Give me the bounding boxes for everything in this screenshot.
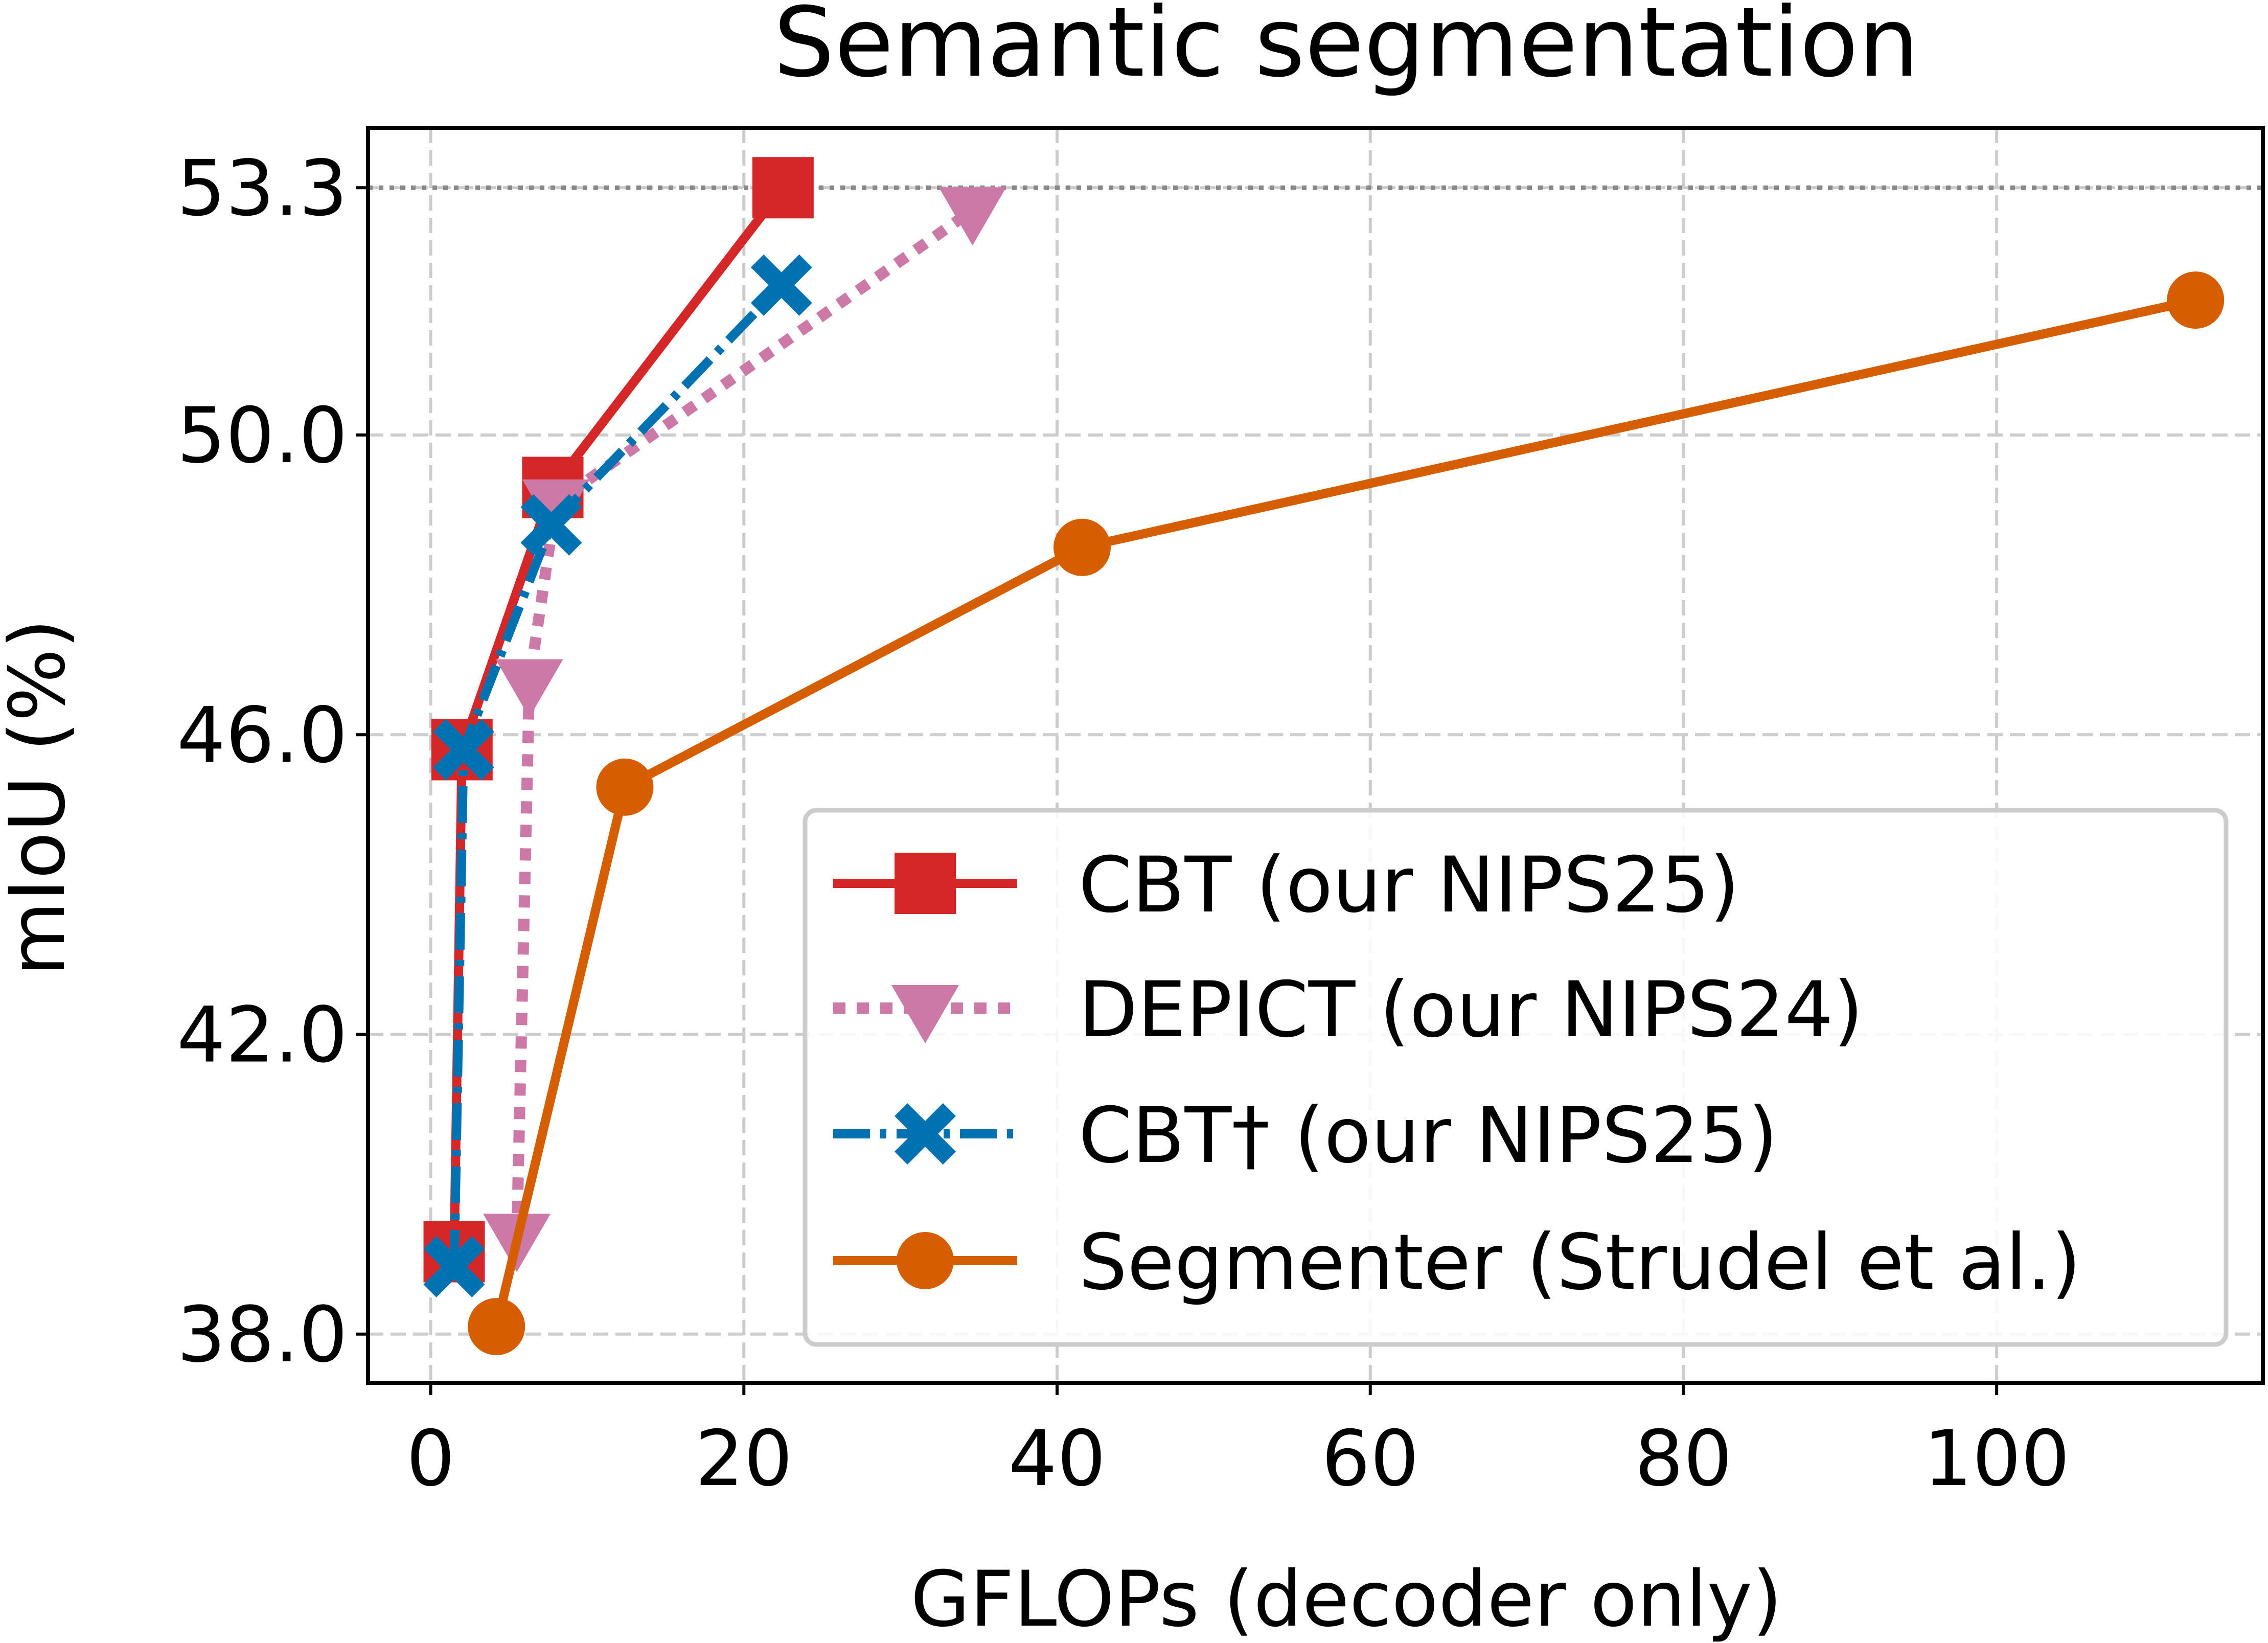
y-tick-label: 53.3 — [177, 144, 348, 233]
x-tick-label: 20 — [695, 1414, 793, 1503]
legend: CBT (our NIPS25) DEPICT (our NIPS24) CBT† … — [803, 808, 2229, 1347]
legend-label: CBT (our NIPS25) — [1079, 841, 1739, 930]
x-tick-label: 100 — [1923, 1414, 2070, 1503]
axis-ticks: 0 20 40 60 80 100 38.0 42.0 46.0 50.0 53.3 — [177, 144, 2070, 1503]
legend-label: Segmenter (Strudel et al.) — [1079, 1218, 2081, 1307]
x-axis-label: GFLOPs (decoder only) — [910, 1555, 1782, 1643]
x-tick-label: 0 — [406, 1414, 455, 1503]
y-axis-label: mIoU (%) — [0, 619, 82, 976]
chart-title: Semantic segmentation — [773, 0, 1919, 99]
series-line — [492, 295, 2197, 1328]
data-point-x — [520, 494, 582, 556]
data-point-circle — [596, 758, 654, 816]
y-tick-label: 46.0 — [177, 691, 348, 780]
data-point-x — [423, 1236, 485, 1297]
data-point-triangle — [938, 187, 1006, 246]
series-group — [423, 254, 812, 1297]
data-point-circle — [468, 1298, 525, 1356]
data-point-x — [432, 719, 494, 781]
x-tick-label: 40 — [1009, 1414, 1106, 1503]
data-point-x — [895, 1103, 956, 1165]
series-line — [449, 282, 785, 1267]
data-point-triangle — [891, 985, 959, 1043]
data-point-circle — [1053, 518, 1111, 576]
data-point-circle — [897, 1232, 954, 1289]
data-point-x — [750, 254, 812, 316]
series-line — [511, 206, 976, 1237]
legend-label: CBT† (our NIPS25) — [1079, 1091, 1778, 1180]
x-tick-label: 80 — [1635, 1414, 1732, 1503]
y-tick-label: 50.0 — [177, 392, 348, 481]
series-group — [468, 271, 2225, 1356]
legend-label: DEPICT (our NIPS24) — [1079, 966, 1863, 1055]
y-tick-label: 38.0 — [177, 1291, 348, 1380]
series-group — [423, 157, 2225, 1356]
data-point-triangle — [495, 659, 563, 718]
y-tick-label: 42.0 — [177, 991, 348, 1080]
data-point-circle — [2167, 271, 2225, 329]
data-point-square — [895, 853, 956, 914]
x-tick-label: 60 — [1321, 1414, 1419, 1503]
plot-area-frame — [366, 126, 2265, 1385]
data-point-square — [752, 157, 814, 219]
legend-box — [803, 808, 2229, 1347]
